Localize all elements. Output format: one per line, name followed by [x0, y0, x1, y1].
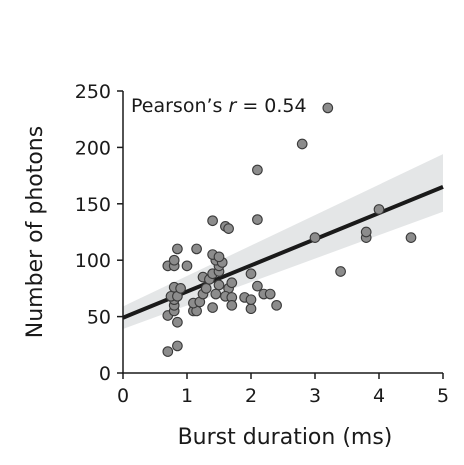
y-tick-label: 100: [75, 250, 111, 272]
data-point: [223, 223, 234, 234]
x-tick-label: 3: [309, 385, 321, 407]
data-point: [252, 214, 263, 225]
data-point: [162, 346, 174, 357]
data-point: [226, 299, 238, 311]
data-points-layer: [162, 102, 417, 357]
annotation-prefix: Pearson’s: [131, 95, 228, 117]
data-point: [245, 268, 257, 280]
data-point: [296, 138, 308, 150]
data-point: [207, 302, 218, 313]
x-tick-label: 5: [437, 385, 449, 407]
y-tick-label: 200: [75, 137, 111, 159]
annotation-suffix: = 0.54: [236, 95, 306, 117]
data-point: [200, 283, 212, 294]
x-tick-label: 4: [373, 385, 385, 407]
y-tick-label: 250: [75, 81, 111, 103]
data-point: [181, 260, 193, 272]
x-tick-label: 0: [117, 385, 129, 407]
x-tick-label: 2: [245, 385, 257, 407]
data-point: [245, 294, 257, 306]
data-point: [172, 243, 183, 255]
data-point: [252, 164, 263, 176]
data-point: [213, 279, 225, 291]
y-axis-title: Number of photons: [23, 126, 48, 338]
data-point: [264, 288, 276, 300]
data-point: [213, 251, 225, 263]
data-point: [207, 215, 218, 227]
data-point: [360, 226, 372, 238]
data-point: [252, 280, 263, 292]
data-point: [405, 232, 417, 243]
labels-layer: Burst duration (ms) Number of photons Pe…: [23, 95, 392, 450]
data-point: [271, 299, 282, 311]
x-axis-title: Burst duration (ms): [178, 425, 393, 450]
annotation-symbol: r: [228, 95, 237, 117]
data-point: [175, 283, 186, 294]
data-point: [373, 204, 385, 215]
data-point: [322, 102, 334, 114]
x-tick-label: 1: [181, 385, 193, 407]
y-tick-label: 0: [99, 363, 111, 385]
y-tick-label: 50: [87, 307, 111, 329]
data-point: [309, 232, 321, 243]
data-point: [245, 303, 257, 315]
data-point: [335, 266, 346, 277]
data-point: [226, 277, 238, 289]
data-point: [168, 254, 180, 266]
data-point: [172, 316, 183, 328]
y-tick-label: 150: [75, 194, 111, 216]
pearson-correlation-annotation: Pearson’s r = 0.54: [131, 95, 307, 117]
data-point: [172, 340, 183, 352]
data-point: [191, 243, 202, 255]
data-point: [210, 288, 222, 300]
